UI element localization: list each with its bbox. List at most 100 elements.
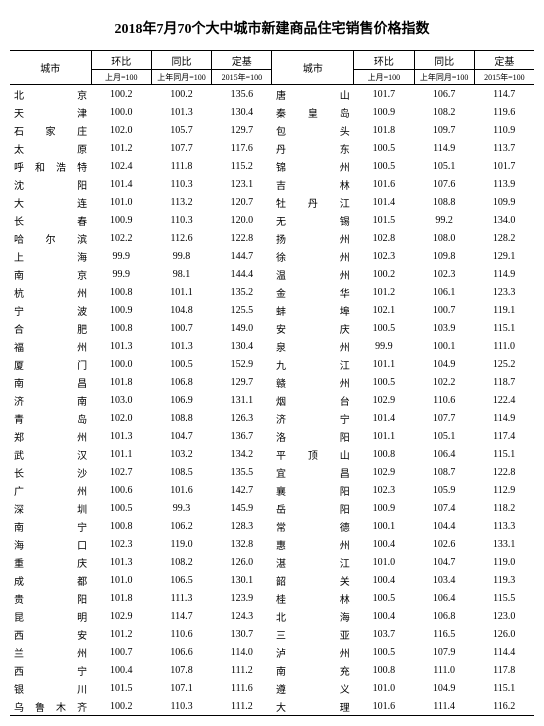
yoy-cell: 105.7 (151, 121, 211, 139)
mom-cell: 100.5 (354, 643, 414, 661)
base-cell: 144.7 (212, 247, 272, 265)
table-row: 济 南103.0106.9131.1烟 台102.9110.6122.4 (10, 391, 534, 409)
city-cell: 洛 阳 (272, 427, 354, 445)
yoy-cell: 101.1 (151, 283, 211, 301)
mom-cell: 101.8 (91, 373, 151, 391)
base-cell: 117.8 (474, 661, 534, 679)
city-cell: 唐 山 (272, 85, 354, 104)
mom-cell: 101.7 (354, 85, 414, 104)
base-cell: 115.1 (474, 679, 534, 697)
base-cell: 111.2 (212, 661, 272, 679)
city-cell: 徐 州 (272, 247, 354, 265)
city-cell: 郑 州 (10, 427, 91, 445)
city-cell: 常 德 (272, 517, 354, 535)
city-cell: 合 肥 (10, 319, 91, 337)
mom-cell: 101.0 (91, 571, 151, 589)
city-cell: 温 州 (272, 265, 354, 283)
header-base-right: 定基 (474, 51, 534, 70)
city-cell: 吉 林 (272, 175, 354, 193)
base-cell: 117.6 (212, 139, 272, 157)
table-row: 上 海99.999.8144.7徐 州102.3109.8129.1 (10, 247, 534, 265)
mom-cell: 102.2 (91, 229, 151, 247)
subheader-yoy-right: 上年同月=100 (414, 70, 474, 85)
base-cell: 152.9 (212, 355, 272, 373)
city-cell: 长 春 (10, 211, 91, 229)
yoy-cell: 103.4 (414, 571, 474, 589)
mom-cell: 100.5 (91, 499, 151, 517)
yoy-cell: 111.8 (151, 157, 211, 175)
city-cell: 泉 州 (272, 337, 354, 355)
yoy-cell: 106.4 (414, 445, 474, 463)
city-cell: 烟 台 (272, 391, 354, 409)
base-cell: 114.9 (474, 409, 534, 427)
yoy-cell: 108.8 (151, 409, 211, 427)
mom-cell: 100.5 (354, 139, 414, 157)
base-cell: 145.9 (212, 499, 272, 517)
city-cell: 海 口 (10, 535, 91, 553)
base-cell: 120.0 (212, 211, 272, 229)
table-row: 天 津100.0101.3130.4秦 皇 岛100.9108.2119.6 (10, 103, 534, 121)
yoy-cell: 104.9 (414, 679, 474, 697)
mom-cell: 100.9 (91, 211, 151, 229)
yoy-cell: 104.7 (414, 553, 474, 571)
city-cell: 韶 关 (272, 571, 354, 589)
subheader-yoy-left: 上年同月=100 (151, 70, 211, 85)
table-row: 南 昌101.8106.8129.7赣 州100.5102.2118.7 (10, 373, 534, 391)
table-header: 城市 环比 同比 定基 城市 环比 同比 定基 上月=100 上年同月=100 … (10, 51, 534, 85)
table-row: 成 都101.0106.5130.1韶 关100.4103.4119.3 (10, 571, 534, 589)
mom-cell: 101.0 (354, 553, 414, 571)
city-cell: 贵 阳 (10, 589, 91, 607)
mom-cell: 102.9 (91, 607, 151, 625)
header-mom-right: 环比 (354, 51, 414, 70)
yoy-cell: 102.6 (414, 535, 474, 553)
base-cell: 115.5 (474, 589, 534, 607)
mom-cell: 100.8 (91, 283, 151, 301)
base-cell: 123.1 (212, 175, 272, 193)
mom-cell: 100.8 (354, 661, 414, 679)
table-row: 深 圳100.599.3145.9岳 阳100.9107.4118.2 (10, 499, 534, 517)
base-cell: 101.7 (474, 157, 534, 175)
yoy-cell: 111.4 (414, 697, 474, 716)
mom-cell: 101.5 (91, 679, 151, 697)
mom-cell: 101.4 (354, 409, 414, 427)
city-cell: 大 理 (272, 697, 354, 716)
base-cell: 136.7 (212, 427, 272, 445)
table-row: 呼和浩特102.4111.8115.2锦 州100.5105.1101.7 (10, 157, 534, 175)
table-row: 兰 州100.7106.6114.0泸 州100.5107.9114.4 (10, 643, 534, 661)
yoy-cell: 107.7 (151, 139, 211, 157)
table-row: 宁 波100.9104.8125.5蚌 埠102.1100.7119.1 (10, 301, 534, 319)
mom-cell: 99.9 (354, 337, 414, 355)
mom-cell: 100.4 (354, 571, 414, 589)
mom-cell: 103.7 (354, 625, 414, 643)
city-cell: 银 川 (10, 679, 91, 697)
header-mom-left: 环比 (91, 51, 151, 70)
base-cell: 135.6 (212, 85, 272, 104)
base-cell: 119.3 (474, 571, 534, 589)
city-cell: 襄 阳 (272, 481, 354, 499)
yoy-cell: 119.0 (151, 535, 211, 553)
yoy-cell: 108.8 (414, 193, 474, 211)
base-cell: 109.9 (474, 193, 534, 211)
city-cell: 泸 州 (272, 643, 354, 661)
base-cell: 116.2 (474, 697, 534, 716)
table-row: 杭 州100.8101.1135.2金 华101.2106.1123.3 (10, 283, 534, 301)
city-cell: 宁 波 (10, 301, 91, 319)
yoy-cell: 111.0 (414, 661, 474, 679)
mom-cell: 100.5 (354, 373, 414, 391)
city-cell: 赣 州 (272, 373, 354, 391)
base-cell: 115.1 (474, 319, 534, 337)
mom-cell: 101.1 (354, 427, 414, 445)
mom-cell: 102.3 (91, 535, 151, 553)
subheader-mom-right: 上月=100 (354, 70, 414, 85)
yoy-cell: 110.3 (151, 211, 211, 229)
mom-cell: 100.1 (354, 517, 414, 535)
base-cell: 111.0 (474, 337, 534, 355)
table-row: 哈 尔 滨102.2112.6122.8扬 州102.8108.0128.2 (10, 229, 534, 247)
yoy-cell: 108.0 (414, 229, 474, 247)
base-cell: 128.3 (212, 517, 272, 535)
table-row: 银 川101.5107.1111.6遵 义101.0104.9115.1 (10, 679, 534, 697)
base-cell: 126.0 (474, 625, 534, 643)
city-cell: 蚌 埠 (272, 301, 354, 319)
base-cell: 114.4 (474, 643, 534, 661)
city-cell: 南 昌 (10, 373, 91, 391)
